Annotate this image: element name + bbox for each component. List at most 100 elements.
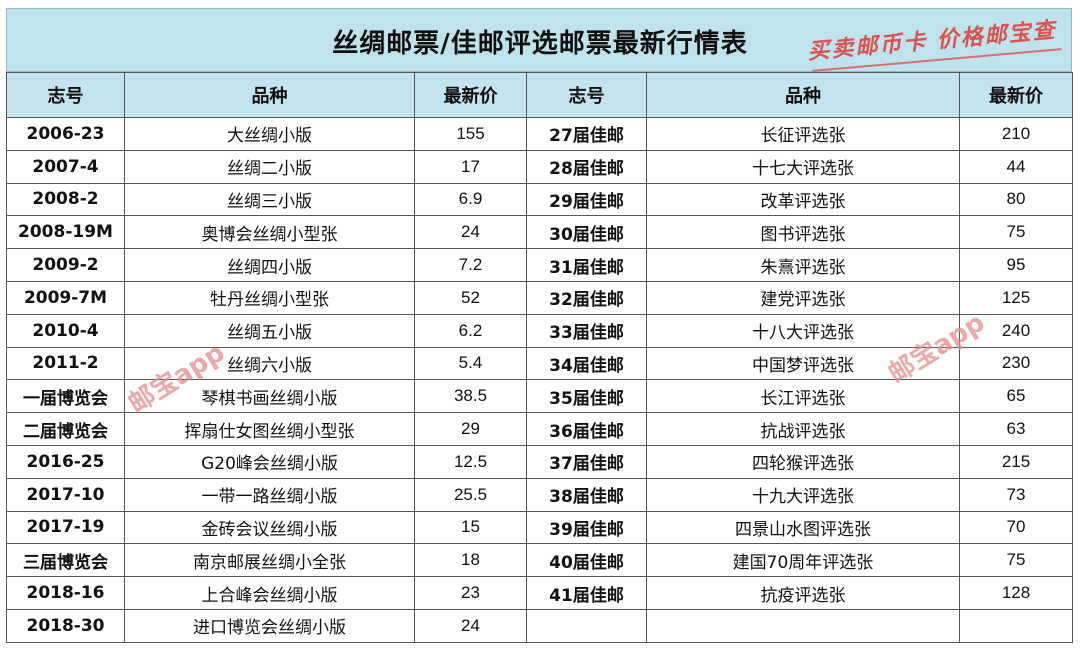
cell-code-left: 2009-2	[6, 248, 125, 282]
cell-price-right: 75	[959, 215, 1073, 250]
table-row: 三届博览会 南京邮展丝绸小全张 18 40届佳邮 建国70周年评选张 75	[6, 543, 1073, 578]
title-bar: 丝绸邮票/佳邮评选邮票最新行情表 买卖邮币卡 价格邮宝查	[6, 8, 1072, 72]
cell-price-left: 12.5	[414, 444, 527, 479]
cell-price-left: 6.9	[414, 182, 527, 217]
cell-variety-left: 金砖会议丝绸小版	[124, 510, 415, 545]
cell-price-left: 24	[414, 215, 527, 250]
cell-price-left: 23	[414, 576, 527, 610]
cell-variety-right: 长征评选张	[646, 117, 960, 151]
cell-code-left: 2008-2	[6, 182, 125, 217]
cell-variety-left: 丝绸三小版	[124, 182, 415, 217]
price-table: 志号 品种 最新价 志号 品种 最新价 2006-23 大丝绸小版 155 27届佳邮…	[6, 72, 1073, 643]
cell-price-right: 230	[959, 346, 1073, 381]
cell-variety-right: 建党评选张	[646, 280, 960, 315]
cell-code-left: 2009-7M	[6, 280, 125, 315]
table-row: 2011-2 丝绸六小版 5.4 34届佳邮 中国梦评选张 230	[6, 346, 1073, 381]
cell-code-right: 37届佳邮	[526, 444, 647, 479]
table-row: 2006-23 大丝绸小版 155 27届佳邮 长征评选张 210	[6, 117, 1073, 151]
table-row: 2009-7M 牡丹丝绸小型张 52 32届佳邮 建党评选张 125	[6, 280, 1073, 315]
cell-code-left: 2018-16	[6, 576, 125, 610]
cell-variety-left: 进口博览会丝绸小版	[124, 608, 415, 643]
cell-variety-left: 丝绸二小版	[124, 149, 415, 184]
cell-variety-right: 朱熹评选张	[646, 248, 960, 282]
cell-code-left: 2011-2	[6, 346, 125, 381]
cell-variety-right: 四景山水图评选张	[646, 510, 960, 545]
cell-variety-left: 挥扇仕女图丝绸小型张	[124, 412, 415, 446]
page-title: 丝绸邮票/佳邮评选邮票最新行情表	[332, 29, 748, 59]
cell-variety-right: 十八大评选张	[646, 313, 960, 348]
cell-variety-right	[646, 608, 960, 643]
table-row: 2010-4 丝绸五小版 6.2 33届佳邮 十八大评选张 240	[6, 313, 1073, 348]
table-row: 2009-2 丝绸四小版 7.2 31届佳邮 朱熹评选张 95	[6, 248, 1073, 282]
cell-price-left: 52	[414, 280, 527, 315]
cell-variety-right: 建国70周年评选张	[646, 543, 960, 578]
cell-price-right: 75	[959, 543, 1073, 578]
cell-price-left: 17	[414, 149, 527, 184]
cell-code-left: 2016-25	[6, 444, 125, 479]
cell-price-left: 15	[414, 510, 527, 545]
cell-variety-right: 改革评选张	[646, 182, 960, 217]
cell-code-right: 31届佳邮	[526, 248, 647, 282]
header-code-right: 志号	[526, 72, 647, 118]
cell-code-left: 2018-30	[6, 608, 125, 643]
cell-variety-left: 奥博会丝绸小型张	[124, 215, 415, 250]
cell-code-left: 二届博览会	[6, 412, 125, 446]
table-header-row: 志号 品种 最新价 志号 品种 最新价	[6, 72, 1073, 118]
cell-variety-right: 图书评选张	[646, 215, 960, 250]
cell-variety-left: 上合峰会丝绸小版	[124, 576, 415, 610]
price-sheet: 丝绸邮票/佳邮评选邮票最新行情表 买卖邮币卡 价格邮宝查 志号 品种 最新价 志…	[6, 8, 1073, 644]
cell-code-right: 35届佳邮	[526, 379, 647, 414]
cell-price-right: 80	[959, 182, 1073, 217]
cell-price-right: 70	[959, 510, 1073, 545]
table-row: 2017-19 金砖会议丝绸小版 15 39届佳邮 四景山水图评选张 70	[6, 510, 1073, 545]
cell-variety-right: 长江评选张	[646, 379, 960, 414]
cell-variety-right: 抗疫评选张	[646, 576, 960, 610]
cell-code-left: 2006-23	[6, 117, 125, 151]
cell-variety-right: 中国梦评选张	[646, 346, 960, 381]
table-row: 一届博览会 琴棋书画丝绸小版 38.5 35届佳邮 长江评选张 65	[6, 379, 1073, 414]
cell-price-right: 128	[959, 576, 1073, 610]
cell-price-left: 25.5	[414, 477, 527, 512]
cell-price-left: 38.5	[414, 379, 527, 414]
cell-code-right: 27届佳邮	[526, 117, 647, 151]
table-row: 2007-4 丝绸二小版 17 28届佳邮 十七大评选张 44	[6, 149, 1073, 184]
cell-variety-left: 南京邮展丝绸小全张	[124, 543, 415, 578]
cell-variety-right: 十九大评选张	[646, 477, 960, 512]
cell-code-right: 41届佳邮	[526, 576, 647, 610]
header-price-left: 最新价	[414, 72, 527, 118]
cell-price-right: 125	[959, 280, 1073, 315]
cell-code-right: 36届佳邮	[526, 412, 647, 446]
cell-price-left: 5.4	[414, 346, 527, 381]
header-variety-left: 品种	[124, 72, 415, 118]
cell-variety-left: 丝绸四小版	[124, 248, 415, 282]
cell-price-left: 155	[414, 117, 527, 151]
cell-price-left: 24	[414, 608, 527, 643]
cell-code-left: 2008-19M	[6, 215, 125, 250]
cell-price-right	[959, 608, 1073, 643]
cell-variety-left: 大丝绸小版	[124, 117, 415, 151]
cell-code-right: 34届佳邮	[526, 346, 647, 381]
cell-price-left: 7.2	[414, 248, 527, 282]
table-row: 2008-2 丝绸三小版 6.9 29届佳邮 改革评选张 80	[6, 182, 1073, 217]
cell-variety-right: 抗战评选张	[646, 412, 960, 446]
cell-price-left: 18	[414, 543, 527, 578]
cell-variety-right: 四轮猴评选张	[646, 444, 960, 479]
cell-price-right: 215	[959, 444, 1073, 479]
cell-code-left: 2017-19	[6, 510, 125, 545]
table-row: 2018-16 上合峰会丝绸小版 23 41届佳邮 抗疫评选张 128	[6, 576, 1073, 610]
cell-code-right	[526, 608, 647, 643]
table-row: 2017-10 一带一路丝绸小版 25.5 38届佳邮 十九大评选张 73	[6, 477, 1073, 512]
cell-variety-right: 十七大评选张	[646, 149, 960, 184]
cell-code-left: 一届博览会	[6, 379, 125, 414]
cell-variety-left: 琴棋书画丝绸小版	[124, 379, 415, 414]
cell-code-right: 28届佳邮	[526, 149, 647, 184]
cell-variety-left: G20峰会丝绸小版	[124, 444, 415, 479]
cell-price-right: 65	[959, 379, 1073, 414]
cell-variety-left: 丝绸五小版	[124, 313, 415, 348]
table-row: 2016-25 G20峰会丝绸小版 12.5 37届佳邮 四轮猴评选张 215	[6, 444, 1073, 479]
cell-code-left: 2017-10	[6, 477, 125, 512]
cell-code-left: 三届博览会	[6, 543, 125, 578]
cell-variety-left: 牡丹丝绸小型张	[124, 280, 415, 315]
header-variety-right: 品种	[646, 72, 960, 118]
cell-price-right: 95	[959, 248, 1073, 282]
